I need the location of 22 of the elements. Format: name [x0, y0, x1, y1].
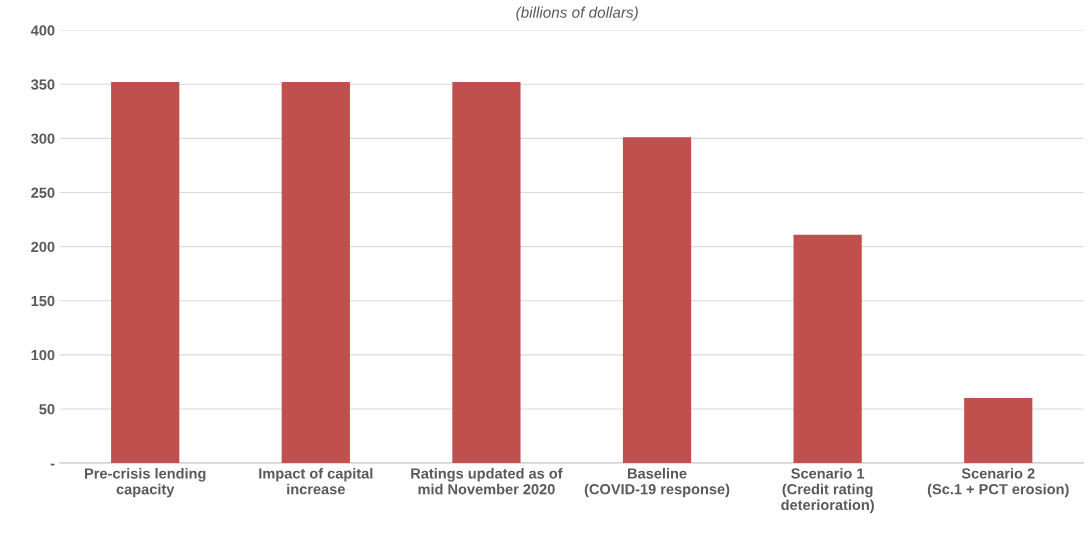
x-tick-label: Baseline (COVID-19 response) [584, 467, 730, 498]
bar [964, 398, 1033, 464]
bar [452, 82, 521, 464]
x-tick-label: Pre-crisis lending capacity [84, 467, 206, 498]
y-tick-label: 350 [31, 79, 55, 90]
y-tick-label: 200 [31, 241, 55, 253]
bar [281, 82, 350, 464]
x-tick-label: Scenario 1 (Credit rating deterioration) [781, 467, 874, 513]
y-tick-label: 50 [39, 404, 55, 415]
bar [622, 137, 692, 464]
x-tick-label: Impact of capital increase [259, 467, 373, 495]
y-tick-label: 250 [31, 187, 55, 198]
bar [111, 82, 180, 464]
y-tick-label: 400 [30, 25, 55, 36]
x-tick-label: Scenario 2 (Sc.1 + PCT erosion) [927, 467, 1069, 498]
y-tick-label: 300 [31, 133, 55, 144]
x-tick-label: Ratings updated as of mid November 2020 [411, 467, 563, 495]
y-tick-label: - [50, 463, 55, 466]
y-tick-label: 150 [31, 295, 55, 307]
y-tick-label: 100 [31, 349, 55, 361]
chart-subtitle: (billions of dollars) [516, 6, 638, 21]
bar [793, 234, 862, 464]
